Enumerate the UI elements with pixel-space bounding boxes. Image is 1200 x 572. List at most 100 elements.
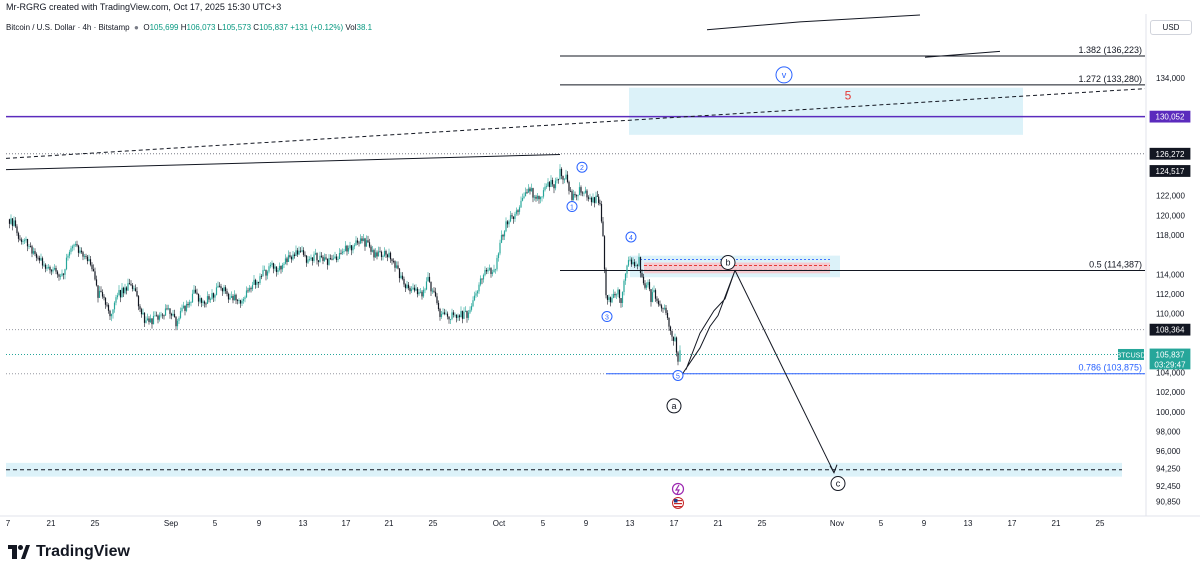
candle	[430, 281, 432, 292]
candle	[122, 287, 125, 294]
us-flag-icon[interactable]	[672, 497, 684, 509]
price-tag-bg-3	[1149, 323, 1191, 336]
candle	[227, 293, 230, 300]
candle	[666, 312, 669, 318]
candle	[656, 298, 658, 301]
candle	[383, 251, 386, 257]
candle	[323, 257, 326, 261]
candle	[344, 245, 347, 252]
candle	[277, 269, 279, 272]
candle	[98, 290, 101, 298]
projection-zigzag	[681, 270, 736, 375]
candle	[469, 309, 471, 313]
upper-trendline	[5, 153, 561, 171]
candle	[154, 315, 156, 317]
candle	[65, 257, 68, 270]
candle	[242, 299, 245, 301]
candle	[17, 233, 20, 239]
candle	[608, 297, 610, 300]
candle	[343, 251, 345, 252]
wave-circle-3	[625, 231, 637, 243]
candle	[553, 184, 555, 189]
candle	[403, 278, 405, 285]
candle	[256, 281, 258, 285]
change-value: +131 (+0.12%)	[290, 23, 344, 32]
x-tick-label: 5	[213, 519, 218, 528]
candle	[305, 255, 308, 263]
top-curve	[706, 14, 921, 31]
candle	[575, 195, 578, 197]
candle	[76, 244, 78, 246]
lightning-icon[interactable]	[671, 482, 685, 496]
x-tick-label: Sep	[164, 519, 179, 528]
candle	[83, 256, 86, 257]
candle	[49, 266, 51, 271]
candle	[155, 315, 158, 317]
fib-label-0: 1.382 (136,223)	[1078, 45, 1142, 55]
candle	[86, 256, 89, 262]
candle	[136, 290, 138, 297]
candle	[413, 287, 416, 291]
candle	[650, 289, 652, 302]
candle	[166, 308, 168, 310]
tradingview-logo[interactable]: TradingView	[8, 543, 130, 561]
candle	[179, 311, 182, 318]
candle	[361, 238, 363, 241]
candle	[14, 220, 17, 227]
candle	[463, 311, 465, 319]
candle	[679, 350, 681, 362]
candle	[311, 257, 314, 261]
currency-label[interactable]: USD	[1150, 20, 1192, 35]
symbol-tag-label: BTCUSD	[1117, 352, 1146, 359]
candle	[358, 242, 360, 244]
candle	[350, 245, 353, 251]
candle	[400, 275, 402, 279]
price-tag-bg-4	[1149, 348, 1191, 370]
candle	[80, 250, 83, 253]
candle	[178, 317, 180, 321]
candle	[215, 287, 218, 295]
candle	[56, 271, 59, 275]
candle	[116, 295, 119, 298]
candle	[484, 270, 486, 276]
candle	[593, 197, 596, 203]
candle	[295, 250, 297, 257]
candle	[107, 305, 110, 311]
symbol-name[interactable]: Bitcoin / U.S. Dollar · 4h · Bitstamp	[6, 23, 130, 32]
candle	[606, 295, 609, 300]
candle	[502, 234, 504, 237]
candle	[406, 284, 408, 289]
candle	[662, 308, 664, 310]
candle	[266, 271, 269, 276]
candle	[214, 294, 216, 298]
high-value: 106,073	[186, 23, 216, 32]
tradingview-logo-text: TradingView	[36, 543, 130, 560]
candle	[436, 296, 438, 304]
candle	[449, 319, 452, 320]
low-label: L	[217, 23, 223, 32]
candle	[638, 257, 640, 266]
wave-label-8: a	[671, 401, 676, 411]
candle	[185, 303, 188, 311]
candle	[341, 251, 344, 254]
candle	[589, 197, 591, 199]
candle	[496, 257, 498, 270]
candle	[394, 261, 396, 268]
candle	[202, 301, 204, 303]
candle	[397, 265, 399, 269]
candle	[146, 318, 149, 321]
x-tick-label: 25	[429, 519, 438, 528]
candle	[319, 255, 321, 262]
candle	[374, 252, 377, 258]
candle	[511, 215, 513, 217]
candle	[140, 309, 143, 315]
candle	[247, 290, 249, 292]
candle	[335, 256, 338, 260]
candle	[410, 289, 413, 292]
candle	[164, 308, 167, 316]
candle	[674, 337, 676, 341]
candle	[269, 264, 272, 267]
candle	[268, 266, 270, 272]
candle	[283, 263, 285, 265]
